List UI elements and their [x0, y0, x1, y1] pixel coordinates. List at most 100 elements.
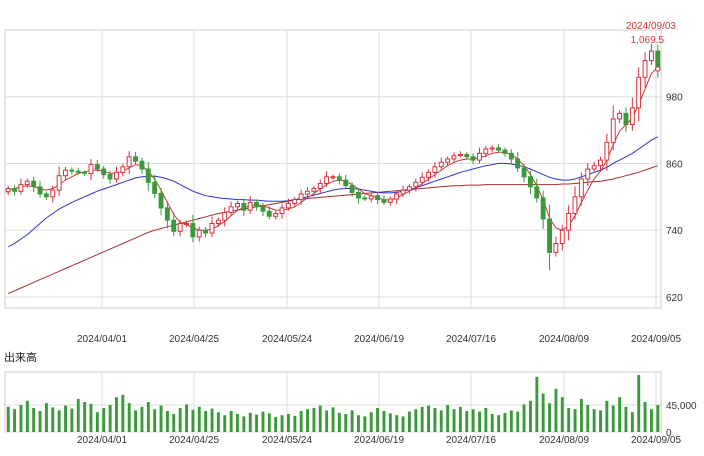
candle-up — [215, 219, 221, 224]
last-price-marker — [655, 66, 661, 72]
volume-bar — [478, 411, 481, 432]
moving-average-lines — [7, 67, 659, 294]
price-x-tick-label: 2024/09/05 — [631, 334, 681, 345]
volume-bar — [19, 405, 23, 432]
volume-bar — [140, 406, 144, 432]
candle-down — [37, 186, 43, 195]
volume-bar — [51, 407, 55, 432]
candle-up — [426, 171, 432, 178]
candle-up — [553, 243, 559, 253]
volume-bar — [70, 408, 74, 432]
volume-bar — [121, 394, 125, 432]
volume-bar — [64, 405, 67, 432]
volume-bar — [535, 376, 539, 432]
candle-up — [432, 166, 438, 173]
candle-down — [43, 193, 49, 198]
candle-down — [107, 174, 113, 180]
volume-bar — [242, 416, 246, 432]
volume-bar — [592, 409, 596, 432]
candle-up — [566, 213, 572, 231]
volume-x-tick-label: 2024/07/16 — [446, 435, 496, 446]
candle-up — [649, 50, 654, 62]
candle-down — [464, 154, 470, 158]
candle-up — [305, 190, 310, 195]
volume-bar — [509, 410, 513, 432]
volume-x-tick-label: 2024/09/05 — [631, 435, 681, 446]
candle-up — [572, 196, 578, 215]
volume-bar — [567, 408, 571, 432]
candle-down — [133, 156, 139, 162]
candle-up — [317, 183, 323, 189]
candle-down — [528, 176, 533, 188]
candle-up — [184, 223, 189, 225]
price-tick-label: 620 — [666, 293, 683, 304]
candle-up — [629, 107, 635, 126]
volume-bar — [248, 412, 252, 432]
volume-x-tick-label: 2024/04/01 — [77, 435, 127, 446]
volume-bar — [605, 400, 609, 432]
volume-bar — [153, 409, 157, 432]
volume-bar — [376, 408, 379, 432]
candle-up — [407, 186, 412, 191]
candle-up — [18, 184, 24, 192]
volume-bar — [427, 405, 430, 432]
volume-bar — [312, 408, 316, 432]
volume-bar — [178, 408, 182, 432]
volume-bar — [414, 409, 418, 432]
volume-bar — [554, 388, 558, 432]
price-x-tick-label: 2024/08/09 — [539, 334, 589, 345]
volume-bar — [382, 411, 386, 432]
candle-up — [636, 76, 642, 109]
volume-bar — [223, 415, 227, 432]
candle-up — [489, 147, 495, 150]
annotation-date: 2024/09/03 — [626, 21, 676, 32]
candle-down — [82, 171, 87, 174]
candle-up — [419, 176, 425, 183]
volume-bar — [560, 397, 564, 432]
candle-up — [368, 195, 374, 200]
candle-down — [12, 188, 18, 192]
volume-bar — [325, 410, 329, 432]
candle-down — [152, 181, 158, 194]
ma-short-line — [8, 67, 659, 231]
candle-down — [375, 195, 381, 201]
volume-bar — [624, 406, 628, 432]
volume-bar — [216, 412, 220, 432]
volume-bar — [484, 408, 488, 432]
volume-bar — [420, 406, 424, 432]
price-x-tick-label: 2024/04/01 — [77, 334, 127, 345]
volume-bar — [344, 414, 348, 432]
volume-bar — [522, 404, 526, 432]
price-x-tick-label: 2024/06/19 — [354, 334, 404, 345]
volume-bar — [503, 412, 507, 432]
candle-up — [330, 176, 336, 179]
volume-bar — [516, 411, 520, 432]
volume-bar — [490, 414, 494, 432]
candle-up — [477, 152, 482, 161]
volume-bar — [650, 409, 653, 432]
volume-bar — [458, 406, 462, 432]
candle-down — [534, 186, 540, 199]
volume-bar — [529, 400, 532, 432]
candle-down — [496, 147, 502, 151]
candle-down — [241, 203, 247, 211]
volume-x-tick-label: 2024/08/09 — [539, 435, 589, 446]
volume-tick-label: 0 — [666, 428, 672, 439]
candle-down — [343, 179, 349, 187]
volume-bar — [357, 415, 360, 432]
candle-down — [521, 167, 527, 178]
candle-up — [457, 154, 463, 157]
candle-down — [139, 160, 145, 170]
annotation-value: 1,069.5 — [631, 35, 665, 46]
volume-bar — [38, 411, 42, 432]
candle-up — [610, 118, 616, 143]
candle-down — [515, 158, 521, 169]
candle-up — [445, 158, 451, 163]
volume-bar — [369, 412, 373, 432]
candle-down — [356, 191, 361, 199]
candle-down — [145, 168, 151, 183]
volume-bar — [45, 403, 48, 432]
volume-bar — [471, 409, 475, 432]
volume-bar — [57, 410, 61, 432]
candle-up — [285, 203, 291, 209]
